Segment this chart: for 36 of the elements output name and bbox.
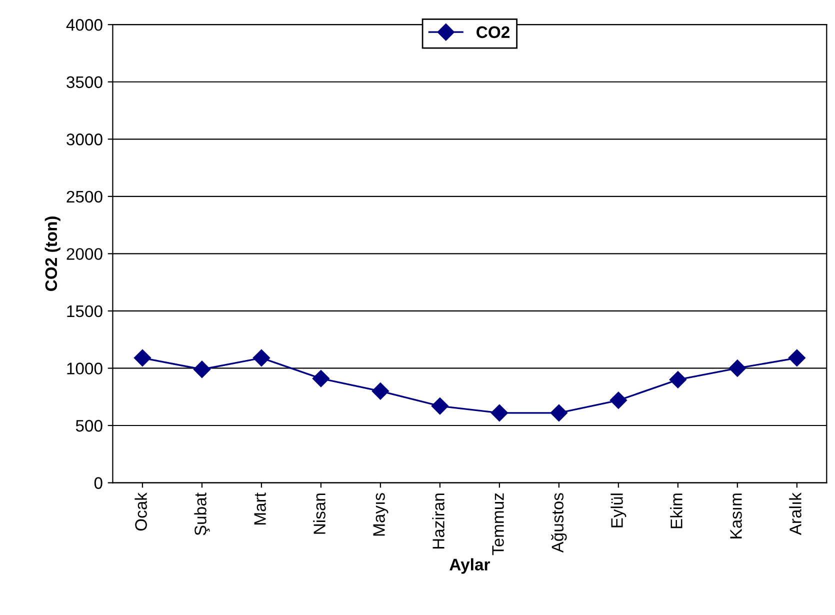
y-axis-title: CO2 (ton)	[44, 216, 60, 291]
point	[252, 349, 270, 366]
y-tick-label: 2500	[66, 190, 102, 203]
point	[134, 349, 152, 366]
x-tick-label: Ağustos	[551, 493, 567, 553]
y-tick-label: 500	[76, 420, 102, 432]
y-tick-label: 2000	[66, 248, 102, 260]
point	[728, 360, 746, 377]
x-tick-label: Temmuz	[492, 493, 504, 556]
point	[431, 397, 448, 415]
y-tick-label: 0	[94, 477, 102, 489]
y-tick-label: 3000	[66, 134, 102, 146]
point	[669, 371, 686, 388]
point	[490, 404, 508, 422]
y-tick-label: 4000	[66, 19, 102, 31]
x-tick-label: Mart	[254, 492, 266, 524]
x-tick-label: Eylül	[610, 494, 626, 528]
y-tick-label: 1500	[67, 305, 102, 318]
y-tick-label: 3500	[66, 76, 102, 88]
point	[193, 360, 211, 378]
point	[788, 349, 806, 366]
x-tick-label: Ekim	[670, 494, 682, 528]
point	[372, 382, 389, 400]
x-tick-label: Şubat	[194, 492, 210, 536]
point	[312, 370, 330, 388]
point	[610, 392, 627, 409]
x-tick-label: Mayıs	[373, 493, 388, 536]
x-tick-label: Kasım	[730, 494, 742, 538]
x-tick-label: Haziran	[432, 494, 444, 549]
point	[550, 404, 568, 422]
x-tick-label: Nisan	[313, 494, 326, 534]
x-axis-title: Aylar	[450, 558, 490, 574]
x-tick-label: Aralık	[789, 492, 802, 536]
x-tick-label: Ocak	[134, 492, 147, 531]
legend-label: CO2	[476, 26, 510, 38]
y-tick-label: 1000	[67, 362, 102, 374]
